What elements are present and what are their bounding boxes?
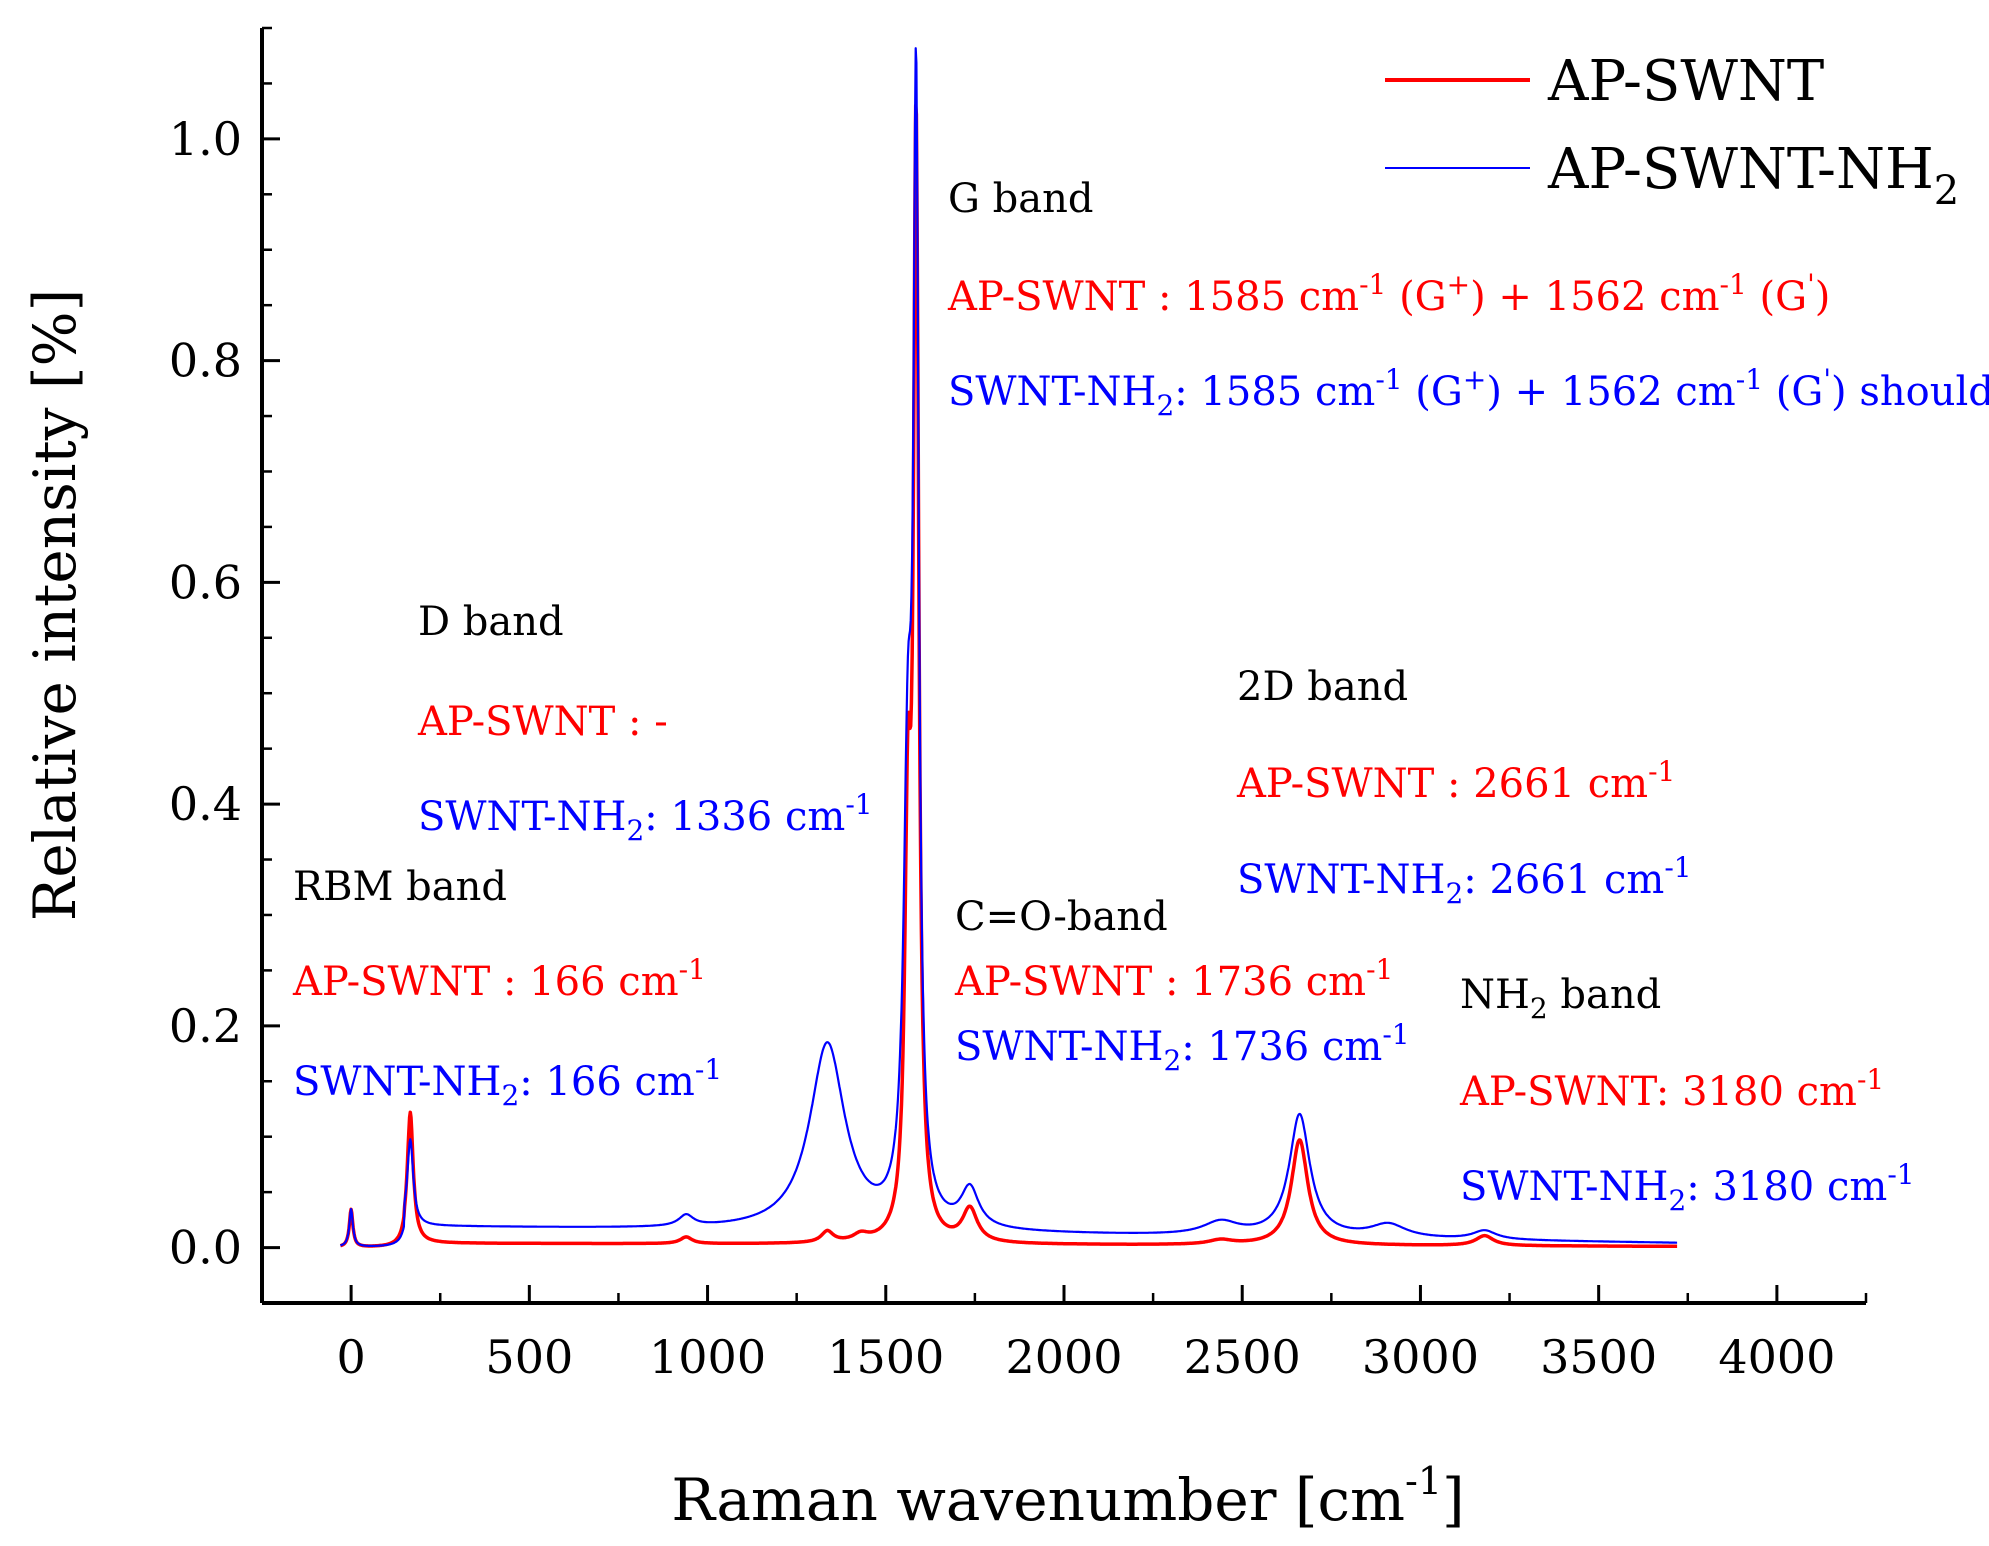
x-tick-label: 3000 xyxy=(1362,1330,1479,1384)
nh2-band-swnt-nh2: SWNT-NH2: 3180 cm-1 xyxy=(1460,1158,1915,1217)
2d-band-ap-swnt: AP-SWNT : 2661 cm-1 xyxy=(1236,755,1675,807)
x-tick-label: 1000 xyxy=(649,1330,766,1384)
co-band-ap-swnt: AP-SWNT : 1736 cm-1 xyxy=(954,953,1393,1005)
x-tick-label: 4000 xyxy=(1718,1330,1835,1384)
g-band-ap-swnt: AP-SWNT : 1585 cm-1 (G+) + 1562 cm-1 (G'… xyxy=(947,268,1830,320)
d-band-swnt-nh2: SWNT-NH2: 1336 cm-1 xyxy=(418,788,873,847)
annotation-nh2-band: NH2 band AP-SWNT: 3180 cm-1 SWNT-NH2: 31… xyxy=(1459,972,1915,1217)
co-band-swnt-nh2: SWNT-NH2: 1736 cm-1 xyxy=(955,1018,1410,1077)
annotation-co-band: C=O-band AP-SWNT : 1736 cm-1 SWNT-NH2: 1… xyxy=(954,894,1410,1077)
legend-label-ap-swnt-nh2: AP-SWNT-NH2 xyxy=(1547,137,1959,214)
annotation-d-band: D band AP-SWNT : - SWNT-NH2: 1336 cm-1 xyxy=(417,599,873,847)
x-axis: 0 500 1000 1500 2000 2500 3000 3500 4000 xyxy=(260,1285,1868,1384)
annotation-rbm: RBM band AP-SWNT : 166 cm-1 SWNT-NH2: 16… xyxy=(292,864,722,1112)
y-tick-label: 0.8 xyxy=(169,334,242,388)
rbm-title: RBM band xyxy=(293,864,507,910)
d-band-ap-swnt: AP-SWNT : - xyxy=(417,699,668,745)
nh2-band-title: NH2 band xyxy=(1460,972,1661,1025)
x-tick-label: 3500 xyxy=(1540,1330,1657,1384)
co-band-title: C=O-band xyxy=(955,894,1168,940)
y-axis-title: Relative intensity [%] xyxy=(21,289,89,922)
y-tick-label: 0.6 xyxy=(169,555,242,609)
g-band-title: G band xyxy=(948,176,1094,222)
x-tick-label: 1500 xyxy=(827,1330,944,1384)
y-tick-label: 1.0 xyxy=(169,112,242,166)
y-tick-label: 0.2 xyxy=(169,999,242,1053)
x-tick-label: 0 xyxy=(336,1330,365,1384)
plot-area xyxy=(339,47,1679,1249)
series-line-ap-swnt xyxy=(339,103,1679,1249)
2d-band-title: 2D band xyxy=(1237,664,1408,710)
x-axis-title: Raman wavenumber [cm-1] xyxy=(671,1459,1464,1534)
x-tick-label: 2000 xyxy=(1005,1330,1122,1384)
annotation-g-band: G band AP-SWNT : 1585 cm-1 (G+) + 1562 c… xyxy=(947,176,1989,422)
x-tick-label: 2500 xyxy=(1184,1330,1301,1384)
legend-label-ap-swnt: AP-SWNT xyxy=(1547,49,1824,114)
x-tick-label: 500 xyxy=(485,1330,573,1384)
2d-band-swnt-nh2: SWNT-NH2: 2661 cm-1 xyxy=(1237,851,1692,910)
nh2-band-ap-swnt: AP-SWNT: 3180 cm-1 xyxy=(1459,1063,1884,1115)
d-band-title: D band xyxy=(418,599,564,645)
g-band-swnt-nh2: SWNT-NH2: 1585 cm-1 (G+) + 1562 cm-1 (G'… xyxy=(948,363,1989,422)
y-tick-label: 0.4 xyxy=(169,777,242,831)
y-axis: 0.0 0.2 0.4 0.6 0.8 1.0 xyxy=(169,26,280,1305)
series-line-ap-swnt-nh2 xyxy=(340,47,1678,1247)
rbm-ap-swnt: AP-SWNT : 166 cm-1 xyxy=(292,953,706,1005)
rbm-swnt-nh2: SWNT-NH2: 166 cm-1 xyxy=(293,1053,722,1112)
y-tick-label: 0.0 xyxy=(169,1221,242,1275)
legend: AP-SWNT AP-SWNT-NH2 xyxy=(1385,49,1959,214)
annotation-2d-band: 2D band AP-SWNT : 2661 cm-1 SWNT-NH2: 26… xyxy=(1236,664,1692,910)
